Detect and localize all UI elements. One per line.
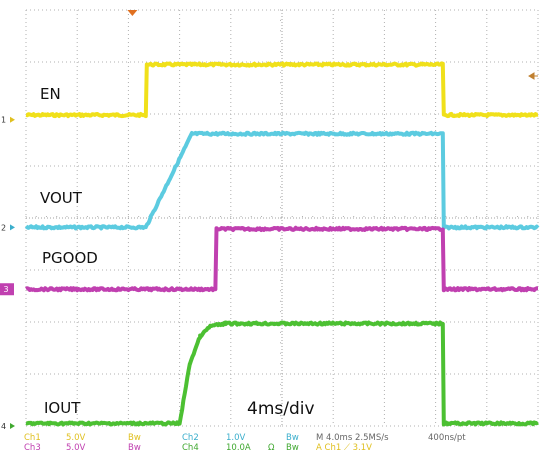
ch1-bw: Bw (128, 433, 141, 443)
pgood-label: PGOOD (42, 249, 98, 267)
ch3-name: Ch3 (24, 443, 41, 453)
ch2-marker-label: 2 (1, 223, 6, 232)
ch4-marker-label: 4 (1, 422, 6, 431)
ch1-marker-label: 1 (1, 116, 6, 125)
trace-en (25, 61, 539, 119)
ch3-scale: 5.0V (66, 443, 86, 453)
vout-label: VOUT (40, 189, 83, 207)
trigger-setting: A Ch1 ⟋ 3.1V (316, 443, 372, 453)
ch2-scale: 1.0V (226, 433, 246, 443)
ch1-ground-marker: 1 (1, 116, 15, 125)
timebase-label: 4ms/div (247, 399, 315, 419)
ch1-name: Ch1 (24, 433, 41, 443)
trace-iout (25, 320, 539, 427)
status-bar: Ch1 5.0V Bw Ch2 1.0V Bw M 4.0ms 2.5MS/s … (0, 432, 540, 453)
ch3-marker-label: 3 (4, 285, 9, 294)
ch4-ohm: Ω (268, 443, 275, 453)
iout-label: IOUT (44, 399, 81, 417)
en-label: EN (40, 85, 61, 103)
horizontal-setting: M 4.0ms 2.5MS/s (316, 433, 389, 443)
ch3-bw: Bw (128, 443, 141, 453)
ch2-name: Ch2 (182, 433, 199, 443)
trace-vout (24, 130, 540, 231)
ch4-name: Ch4 (182, 443, 199, 453)
ch4-ground-marker: 4 (1, 422, 15, 431)
trace-pgood (25, 225, 539, 293)
resolution-setting: 400ns/pt (428, 433, 466, 443)
waveform-traces (24, 61, 540, 427)
ch1-scale: 5.0V (66, 433, 86, 443)
ch2-ground-marker: 2 (1, 223, 15, 232)
trigger-position-marker (127, 10, 138, 16)
ch4-bw: Bw (286, 443, 299, 453)
ch2-bw: Bw (286, 433, 299, 443)
trigger-level-arrow (528, 72, 538, 80)
ch3-ground-marker: 3 (0, 283, 14, 296)
ch4-scale: 10.0A (226, 443, 251, 453)
